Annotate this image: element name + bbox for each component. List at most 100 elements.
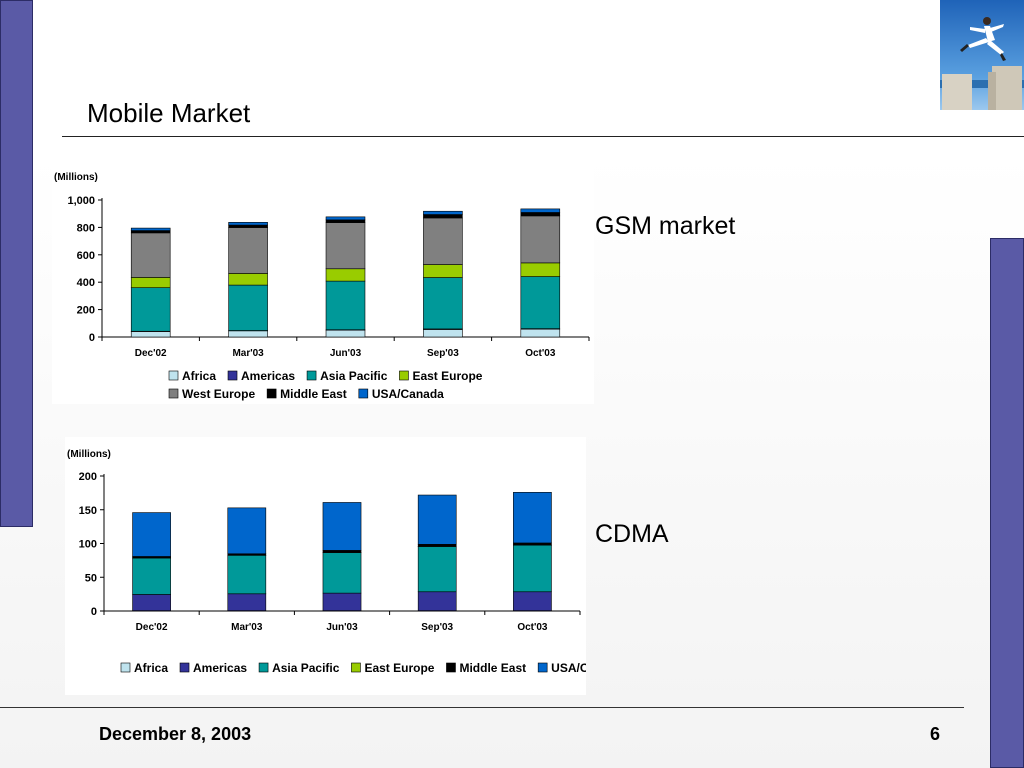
footer-divider — [0, 707, 964, 708]
bar-segment — [228, 273, 268, 286]
left-accent-bar — [0, 0, 33, 527]
legend-swatch — [168, 388, 179, 399]
legend-swatch — [446, 662, 456, 673]
footer-date: December 8, 2003 — [99, 724, 252, 744]
legend-swatch — [306, 370, 317, 381]
bar-segment — [228, 330, 268, 338]
gsm-market-label: GSM market — [595, 212, 736, 240]
x-tick-label: Jun'03 — [326, 622, 358, 633]
bar-segment — [130, 227, 171, 231]
bar-segment — [325, 329, 366, 338]
y-unit-label: (Millions) — [54, 172, 98, 183]
bar-segment — [325, 268, 366, 282]
bar-segment — [130, 232, 171, 278]
bar-segment — [130, 277, 171, 288]
bar-segment — [325, 280, 366, 331]
slide-title: Mobile Market — [87, 98, 251, 128]
y-tick-label: 200 — [79, 471, 97, 483]
bar-segment — [423, 329, 463, 338]
x-tick-label: Jun'03 — [330, 348, 362, 359]
bar-segment — [423, 264, 463, 278]
bar-segment — [417, 494, 457, 545]
bar-segment — [325, 219, 366, 223]
bar-segment — [228, 222, 268, 226]
y-tick-label: 800 — [77, 222, 95, 234]
legend-swatch — [351, 662, 361, 673]
bar-segment — [423, 217, 463, 265]
bar-segment — [322, 552, 362, 594]
y-tick-label: 1,000 — [67, 195, 95, 207]
bar-segment — [130, 230, 171, 234]
title-divider — [62, 136, 1024, 137]
bar-segment — [423, 210, 463, 215]
legend-label: West Europe — [182, 387, 255, 401]
bar-segment — [322, 550, 362, 553]
x-tick-label: Sep'03 — [421, 622, 453, 633]
legend-swatch — [179, 662, 190, 673]
legend-label: Americas — [193, 661, 247, 675]
legend-label: Asia Pacific — [272, 661, 340, 675]
y-tick-label: 0 — [91, 606, 97, 618]
gsm-chart: (Millions) 0 200 400 600 800 1,000 Dec'02 Mar'03… — [54, 172, 590, 401]
legend-swatch — [120, 662, 131, 673]
legend-label: East Europe — [412, 369, 482, 383]
legend-label: East Europe — [364, 661, 434, 675]
bar-segment — [325, 216, 366, 221]
y-tick-label: 100 — [79, 539, 97, 551]
bar-segment — [228, 227, 268, 274]
legend-swatch — [537, 662, 548, 673]
bar-segment — [423, 277, 463, 330]
legend-label: USA/Canada — [372, 387, 444, 401]
y-tick-label: 50 — [85, 572, 97, 584]
legend-label: Americas — [241, 369, 295, 383]
x-tick-label: Dec'02 — [135, 348, 167, 359]
legend-swatch — [227, 370, 238, 381]
bar-segment — [325, 222, 366, 270]
bar-segment — [513, 492, 552, 544]
bar-segment — [513, 591, 552, 611]
legend-label: Africa — [134, 661, 168, 675]
bar-segment — [513, 542, 552, 546]
x-tick-label: Sep'03 — [427, 348, 459, 359]
cdma-chart-panel: (Millions) 0 50 100 150 200 Dec'02 Mar'03 Jun'03… — [65, 437, 586, 695]
cdma-label: CDMA — [595, 520, 669, 548]
bar-segment — [228, 224, 268, 228]
legend-swatch — [399, 370, 409, 381]
bar-segment — [417, 544, 457, 547]
legend-label: USA/Canada — [551, 661, 586, 675]
page-number: 6 — [929, 724, 940, 744]
legend-swatch — [266, 388, 277, 399]
legend-label: Middle East — [459, 661, 526, 675]
x-tick-label: Mar'03 — [231, 622, 263, 633]
bar-segment — [227, 593, 267, 611]
bar-segment — [228, 284, 268, 331]
bar-segment — [132, 512, 171, 557]
bar-segment — [423, 214, 463, 219]
bar-segment — [227, 555, 267, 595]
x-tick-label: Mar'03 — [232, 348, 264, 359]
y-tick-label: 400 — [77, 277, 95, 289]
bar-segment — [132, 594, 171, 611]
bar-segment — [132, 557, 171, 595]
bar-segment — [417, 546, 457, 593]
y-tick-label: 600 — [77, 250, 95, 262]
bar-segment — [227, 507, 267, 555]
bar-segment — [520, 328, 561, 338]
cdma-chart: (Millions) 0 50 100 150 200 Dec'02 Mar'03 Jun'03… — [67, 449, 586, 675]
y-unit-label: (Millions) — [67, 449, 111, 460]
legend-swatch — [358, 388, 369, 399]
legend-swatch — [258, 662, 269, 673]
right-accent-bar — [990, 238, 1024, 768]
x-tick-label: Dec'02 — [136, 622, 168, 633]
bar-segment — [130, 331, 171, 338]
x-tick-label: Oct'03 — [517, 622, 548, 633]
bar-segment — [417, 591, 457, 611]
bar-segment — [520, 215, 561, 264]
bar-segment — [520, 262, 561, 277]
bar-segment — [520, 276, 561, 329]
bar-segment — [322, 502, 362, 551]
bar-segment — [520, 208, 561, 213]
jumping-man-logo-image — [940, 0, 1024, 110]
legend-label: Middle East — [280, 387, 347, 401]
y-tick-label: 0 — [89, 332, 95, 344]
